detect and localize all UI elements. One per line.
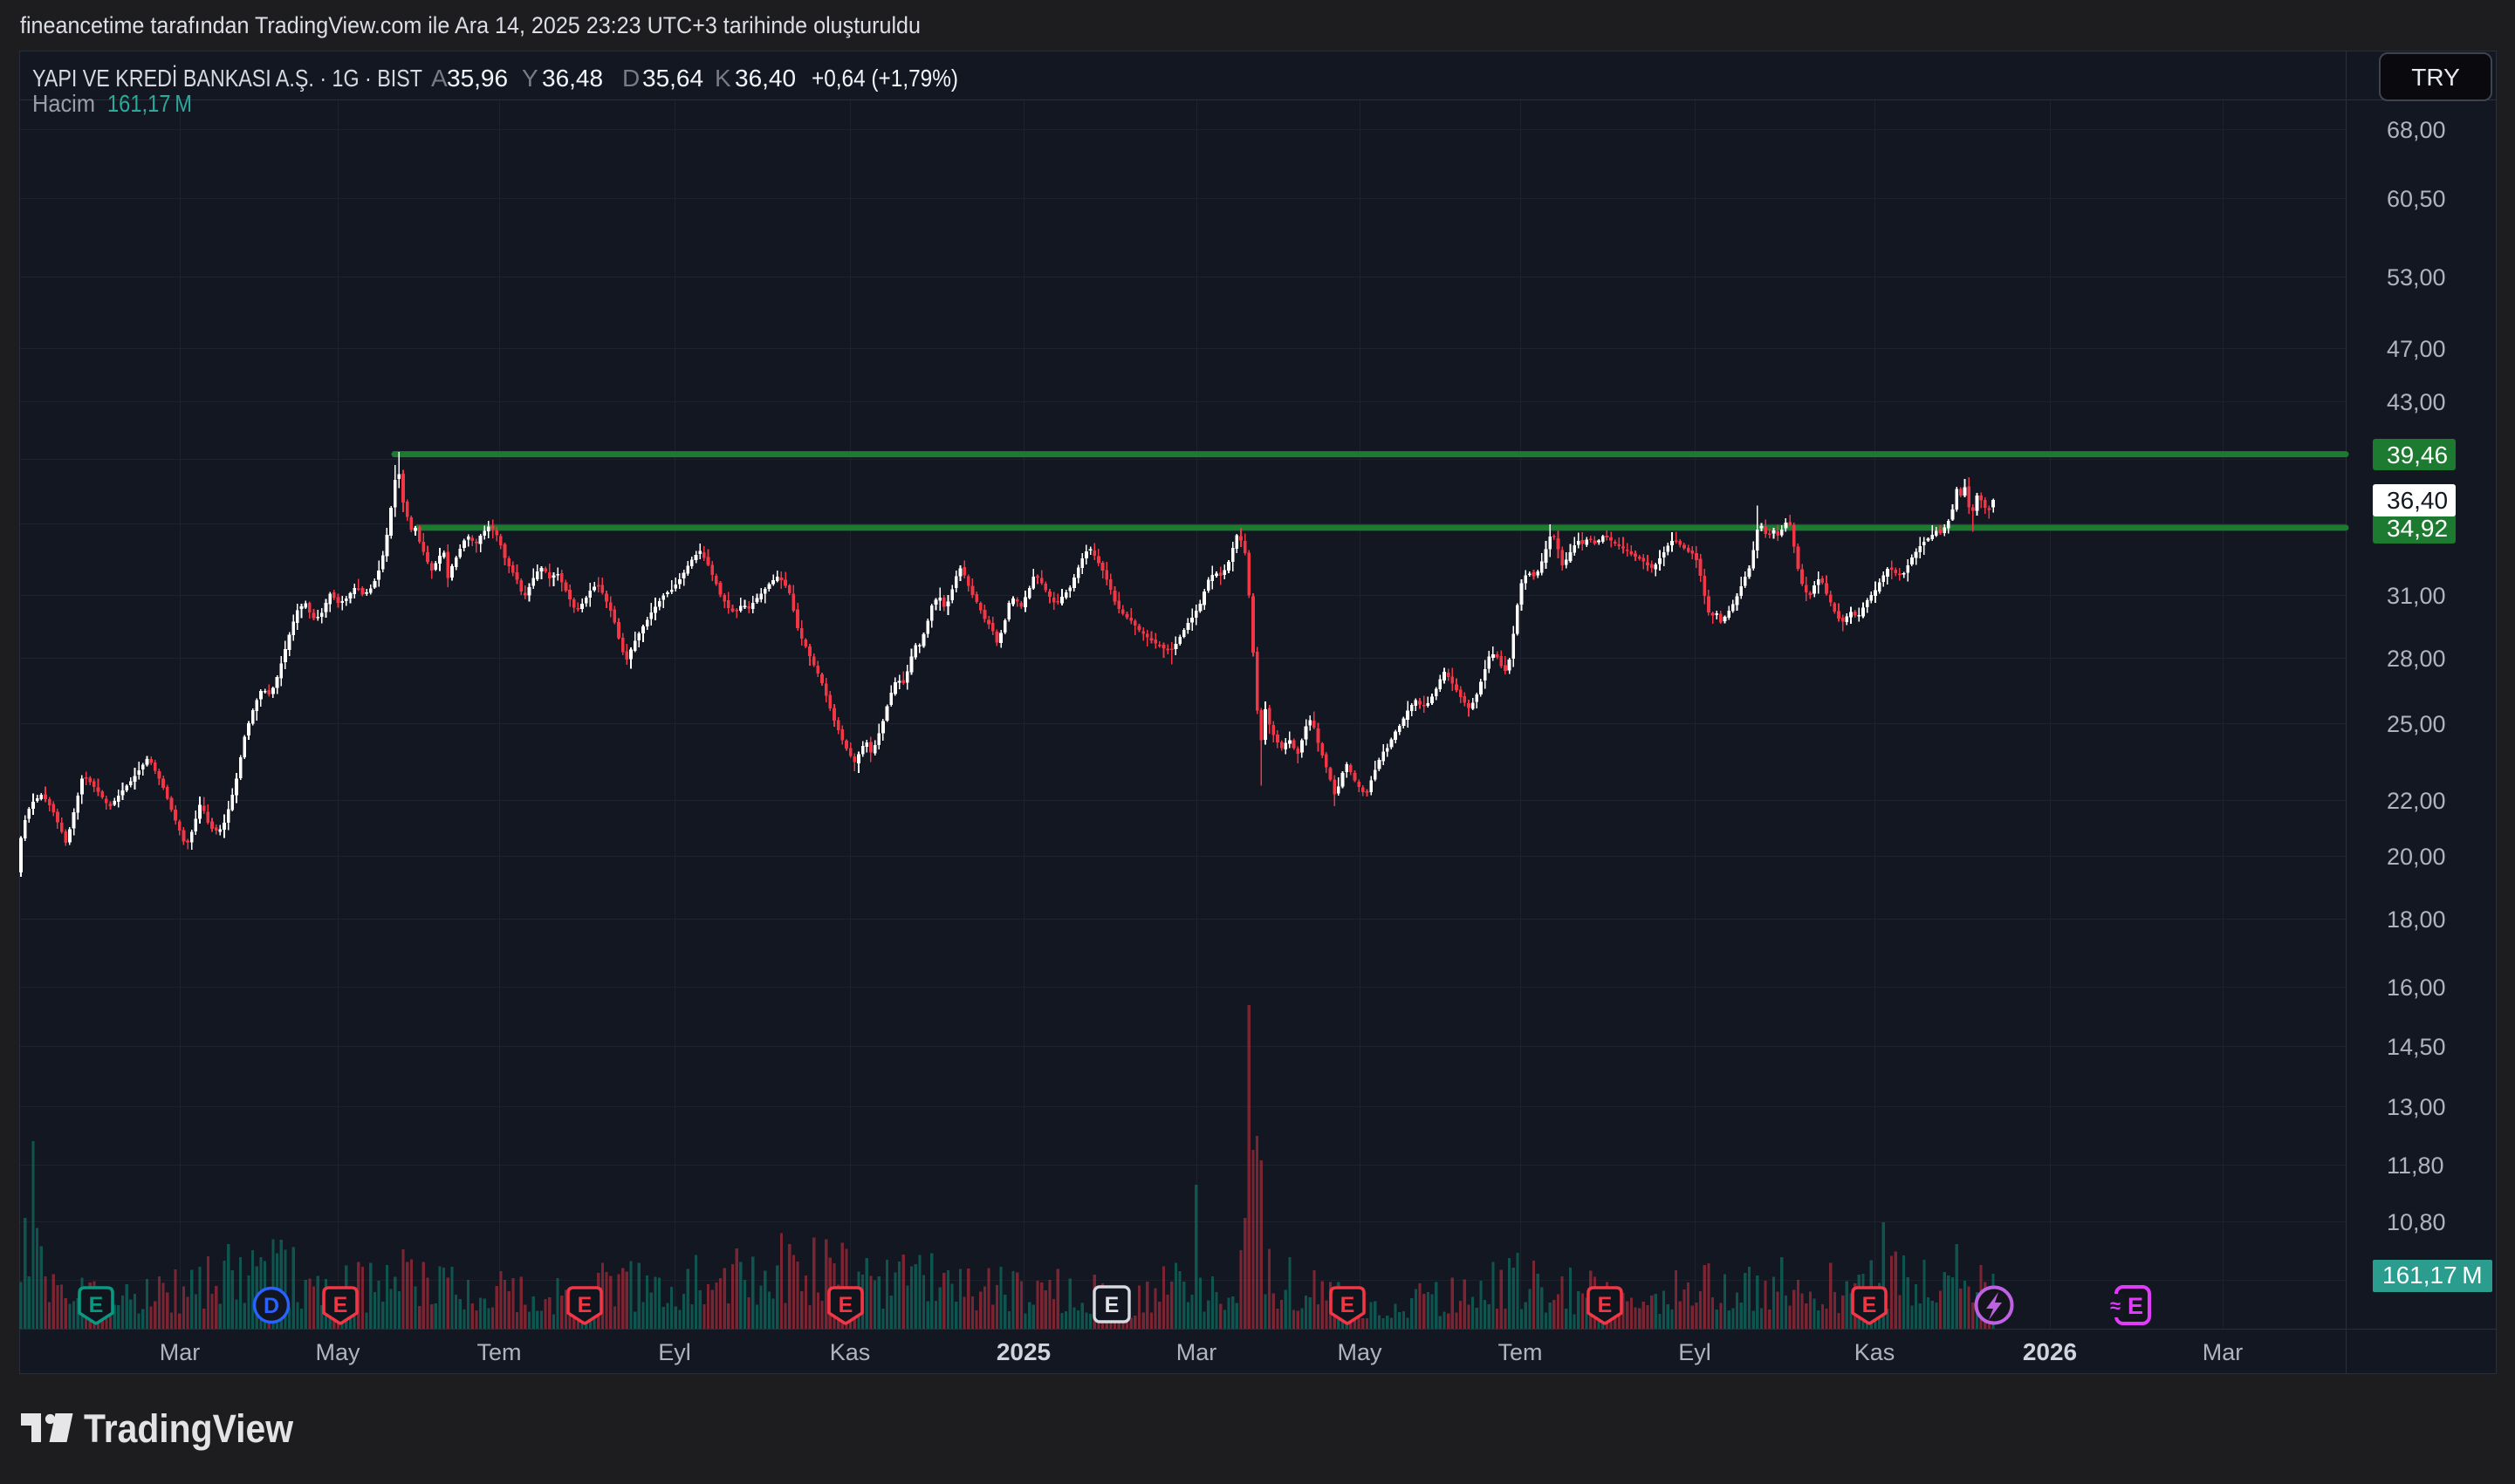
svg-text:E: E xyxy=(2128,1293,2143,1319)
svg-text:TRY: TRY xyxy=(2411,64,2460,91)
svg-text:22,00: 22,00 xyxy=(2387,788,2446,814)
svg-text:fineancetime tarafından Tradin: fineancetime tarafından TradingView.com … xyxy=(20,12,921,38)
svg-text:Hacim: Hacim xyxy=(32,90,95,117)
svg-text:May: May xyxy=(315,1339,360,1365)
svg-text:39,46: 39,46 xyxy=(2387,441,2448,468)
svg-text:2025: 2025 xyxy=(997,1338,1051,1365)
svg-text:Eyl: Eyl xyxy=(1678,1339,1711,1365)
svg-text:Kas: Kas xyxy=(1854,1339,1895,1365)
svg-text:D: D xyxy=(622,65,640,92)
svg-text:≈: ≈ xyxy=(2110,1295,2121,1316)
svg-text:16,00: 16,00 xyxy=(2387,975,2446,1001)
svg-text:Kas: Kas xyxy=(830,1339,871,1365)
svg-text:TradingView: TradingView xyxy=(84,1406,294,1451)
svg-text:D: D xyxy=(264,1294,279,1318)
svg-text:36,40: 36,40 xyxy=(2387,487,2448,514)
svg-text:E: E xyxy=(89,1293,104,1317)
svg-text:68,00: 68,00 xyxy=(2387,117,2446,143)
svg-text:35,64: 35,64 xyxy=(642,65,703,92)
svg-text:Mar: Mar xyxy=(1176,1339,1217,1365)
svg-text:35,96: 35,96 xyxy=(447,65,508,92)
svg-text:May: May xyxy=(1337,1339,1382,1365)
svg-text:14,50: 14,50 xyxy=(2387,1034,2446,1060)
svg-text:Mar: Mar xyxy=(160,1339,201,1365)
svg-text:+0,64 (+1,79%): +0,64 (+1,79%) xyxy=(812,65,958,92)
svg-text:YAPI VE KREDİ BANKASI A.Ş. · 1: YAPI VE KREDİ BANKASI A.Ş. · 1G · BIST xyxy=(32,65,422,92)
svg-text:Tem: Tem xyxy=(476,1339,521,1365)
svg-text:E: E xyxy=(578,1293,593,1317)
svg-text:60,50: 60,50 xyxy=(2387,186,2446,212)
svg-text:34,92: 34,92 xyxy=(2387,515,2448,542)
svg-text:E: E xyxy=(333,1293,348,1317)
svg-text:E: E xyxy=(1862,1293,1877,1317)
svg-text:47,00: 47,00 xyxy=(2387,336,2446,362)
svg-text:11,80: 11,80 xyxy=(2387,1152,2444,1179)
svg-text:28,00: 28,00 xyxy=(2387,646,2446,672)
svg-text:A: A xyxy=(431,65,448,92)
svg-text:161,17 M: 161,17 M xyxy=(107,90,192,117)
svg-text:31,00: 31,00 xyxy=(2387,583,2446,609)
svg-text:36,48: 36,48 xyxy=(542,65,603,92)
svg-text:13,00: 13,00 xyxy=(2387,1094,2446,1120)
svg-text:E: E xyxy=(1340,1293,1355,1317)
svg-text:10,80: 10,80 xyxy=(2387,1209,2446,1235)
svg-text:Y: Y xyxy=(522,65,538,92)
svg-text:20,00: 20,00 xyxy=(2387,844,2446,870)
svg-text:2026: 2026 xyxy=(2023,1338,2077,1365)
svg-text:53,00: 53,00 xyxy=(2387,264,2446,291)
svg-text:161,17 M: 161,17 M xyxy=(2382,1262,2483,1289)
svg-text:43,00: 43,00 xyxy=(2387,389,2446,415)
svg-text:25,00: 25,00 xyxy=(2387,711,2446,737)
svg-text:Eyl: Eyl xyxy=(658,1339,691,1365)
svg-text:E: E xyxy=(839,1293,853,1317)
svg-text:18,00: 18,00 xyxy=(2387,906,2446,933)
svg-text:E: E xyxy=(1105,1293,1120,1317)
svg-text:K: K xyxy=(715,65,731,92)
svg-text:36,40: 36,40 xyxy=(735,65,796,92)
svg-text:E: E xyxy=(1598,1293,1613,1317)
svg-text:Tem: Tem xyxy=(1497,1339,1542,1365)
svg-text:Mar: Mar xyxy=(2203,1339,2244,1365)
